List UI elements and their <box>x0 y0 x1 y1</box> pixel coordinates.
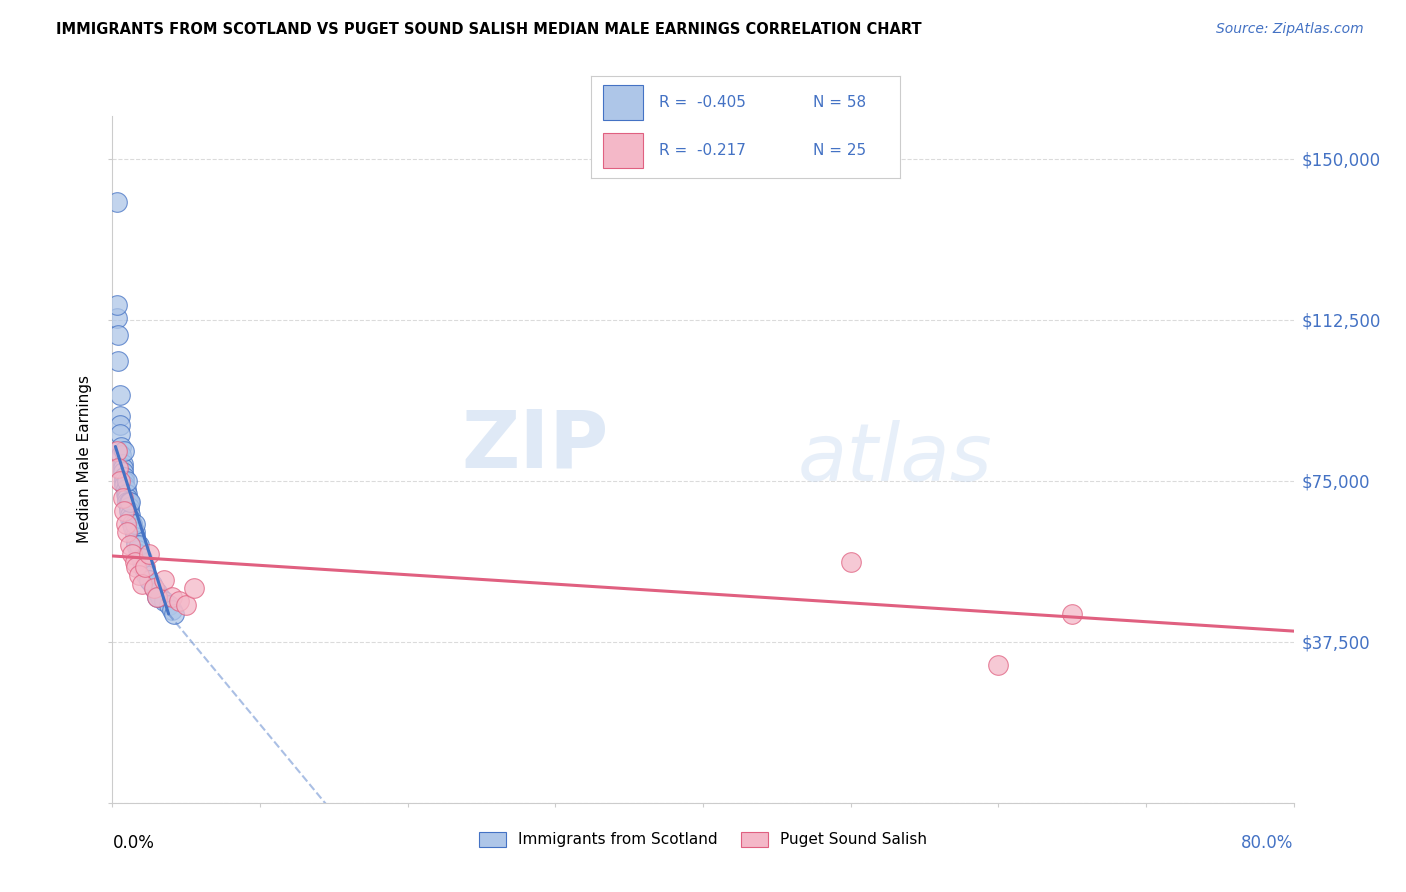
Point <box>131 551 153 566</box>
Point <box>111 461 134 475</box>
Point <box>138 547 160 561</box>
Point <box>114 483 136 497</box>
Point <box>132 559 155 574</box>
Point <box>149 590 172 604</box>
Bar <box>603 85 643 120</box>
Point <box>121 516 143 531</box>
Point <box>839 555 862 570</box>
Point <box>105 443 128 458</box>
Text: IMMIGRANTS FROM SCOTLAND VS PUGET SOUND SALISH MEDIAN MALE EARNINGS CORRELATION : IMMIGRANTS FROM SCOTLAND VS PUGET SOUND … <box>56 22 922 37</box>
Point <box>146 585 169 599</box>
Text: R =  -0.217: R = -0.217 <box>658 144 745 158</box>
Point <box>110 440 132 454</box>
Text: N = 58: N = 58 <box>813 95 866 110</box>
Point <box>108 426 131 441</box>
Point <box>124 555 146 570</box>
Text: 80.0%: 80.0% <box>1241 834 1294 852</box>
Point <box>135 568 157 582</box>
Point <box>114 487 136 501</box>
Point <box>146 590 169 604</box>
Point <box>163 607 186 621</box>
Point <box>120 512 142 526</box>
Point <box>124 516 146 531</box>
Point <box>128 547 150 561</box>
Text: 0.0%: 0.0% <box>112 834 155 852</box>
Point <box>138 573 160 587</box>
Point <box>108 474 131 488</box>
Point <box>1062 607 1084 621</box>
Point <box>120 495 142 509</box>
Point <box>160 602 183 616</box>
Point <box>111 465 134 479</box>
Point <box>117 495 138 509</box>
Point <box>138 573 160 587</box>
Point <box>125 559 148 574</box>
Point <box>108 409 131 424</box>
Point <box>118 504 141 518</box>
Point <box>131 577 153 591</box>
Point <box>167 594 190 608</box>
Point <box>112 504 135 518</box>
Point <box>121 547 143 561</box>
Text: atlas: atlas <box>797 420 993 499</box>
Text: N = 25: N = 25 <box>813 144 866 158</box>
Legend: Immigrants from Scotland, Puget Sound Salish: Immigrants from Scotland, Puget Sound Sa… <box>472 826 934 854</box>
Point <box>153 594 176 608</box>
Point <box>107 461 129 475</box>
Point <box>112 469 135 483</box>
Point <box>125 533 148 548</box>
Point <box>134 564 156 578</box>
Point <box>117 474 138 488</box>
Text: ZIP: ZIP <box>461 407 609 484</box>
Point <box>146 590 169 604</box>
Point <box>174 599 197 613</box>
Point <box>107 327 129 342</box>
Point <box>114 516 136 531</box>
Point <box>142 581 165 595</box>
Point <box>157 599 180 613</box>
Text: Source: ZipAtlas.com: Source: ZipAtlas.com <box>1216 22 1364 37</box>
Point <box>105 310 128 325</box>
Point <box>122 521 145 535</box>
Point <box>108 418 131 433</box>
Point <box>987 658 1010 673</box>
Point <box>129 551 152 566</box>
Point <box>128 538 150 552</box>
Point <box>111 491 134 505</box>
Y-axis label: Median Male Earnings: Median Male Earnings <box>77 376 93 543</box>
Point <box>112 478 135 492</box>
Point <box>107 353 129 368</box>
Point <box>125 538 148 552</box>
Point <box>117 525 138 540</box>
Point <box>127 542 149 557</box>
Point <box>160 590 183 604</box>
Point <box>110 448 132 462</box>
Point <box>141 577 163 591</box>
Point <box>118 495 141 509</box>
Point <box>142 581 165 595</box>
Point <box>153 573 176 587</box>
Bar <box>603 133 643 168</box>
Point <box>131 555 153 570</box>
Point <box>117 491 138 505</box>
Point <box>105 194 128 209</box>
Point <box>121 516 143 531</box>
Point <box>117 487 138 501</box>
Point <box>124 530 146 544</box>
Point <box>112 474 135 488</box>
Point <box>108 388 131 402</box>
Point <box>112 443 135 458</box>
Point <box>105 298 128 312</box>
Point <box>118 500 141 514</box>
Text: R =  -0.405: R = -0.405 <box>658 95 745 110</box>
Point <box>124 525 146 540</box>
Point <box>134 559 156 574</box>
Point <box>111 457 134 471</box>
Point <box>128 568 150 582</box>
Point <box>120 538 142 552</box>
Point <box>120 508 142 523</box>
Point <box>183 581 205 595</box>
